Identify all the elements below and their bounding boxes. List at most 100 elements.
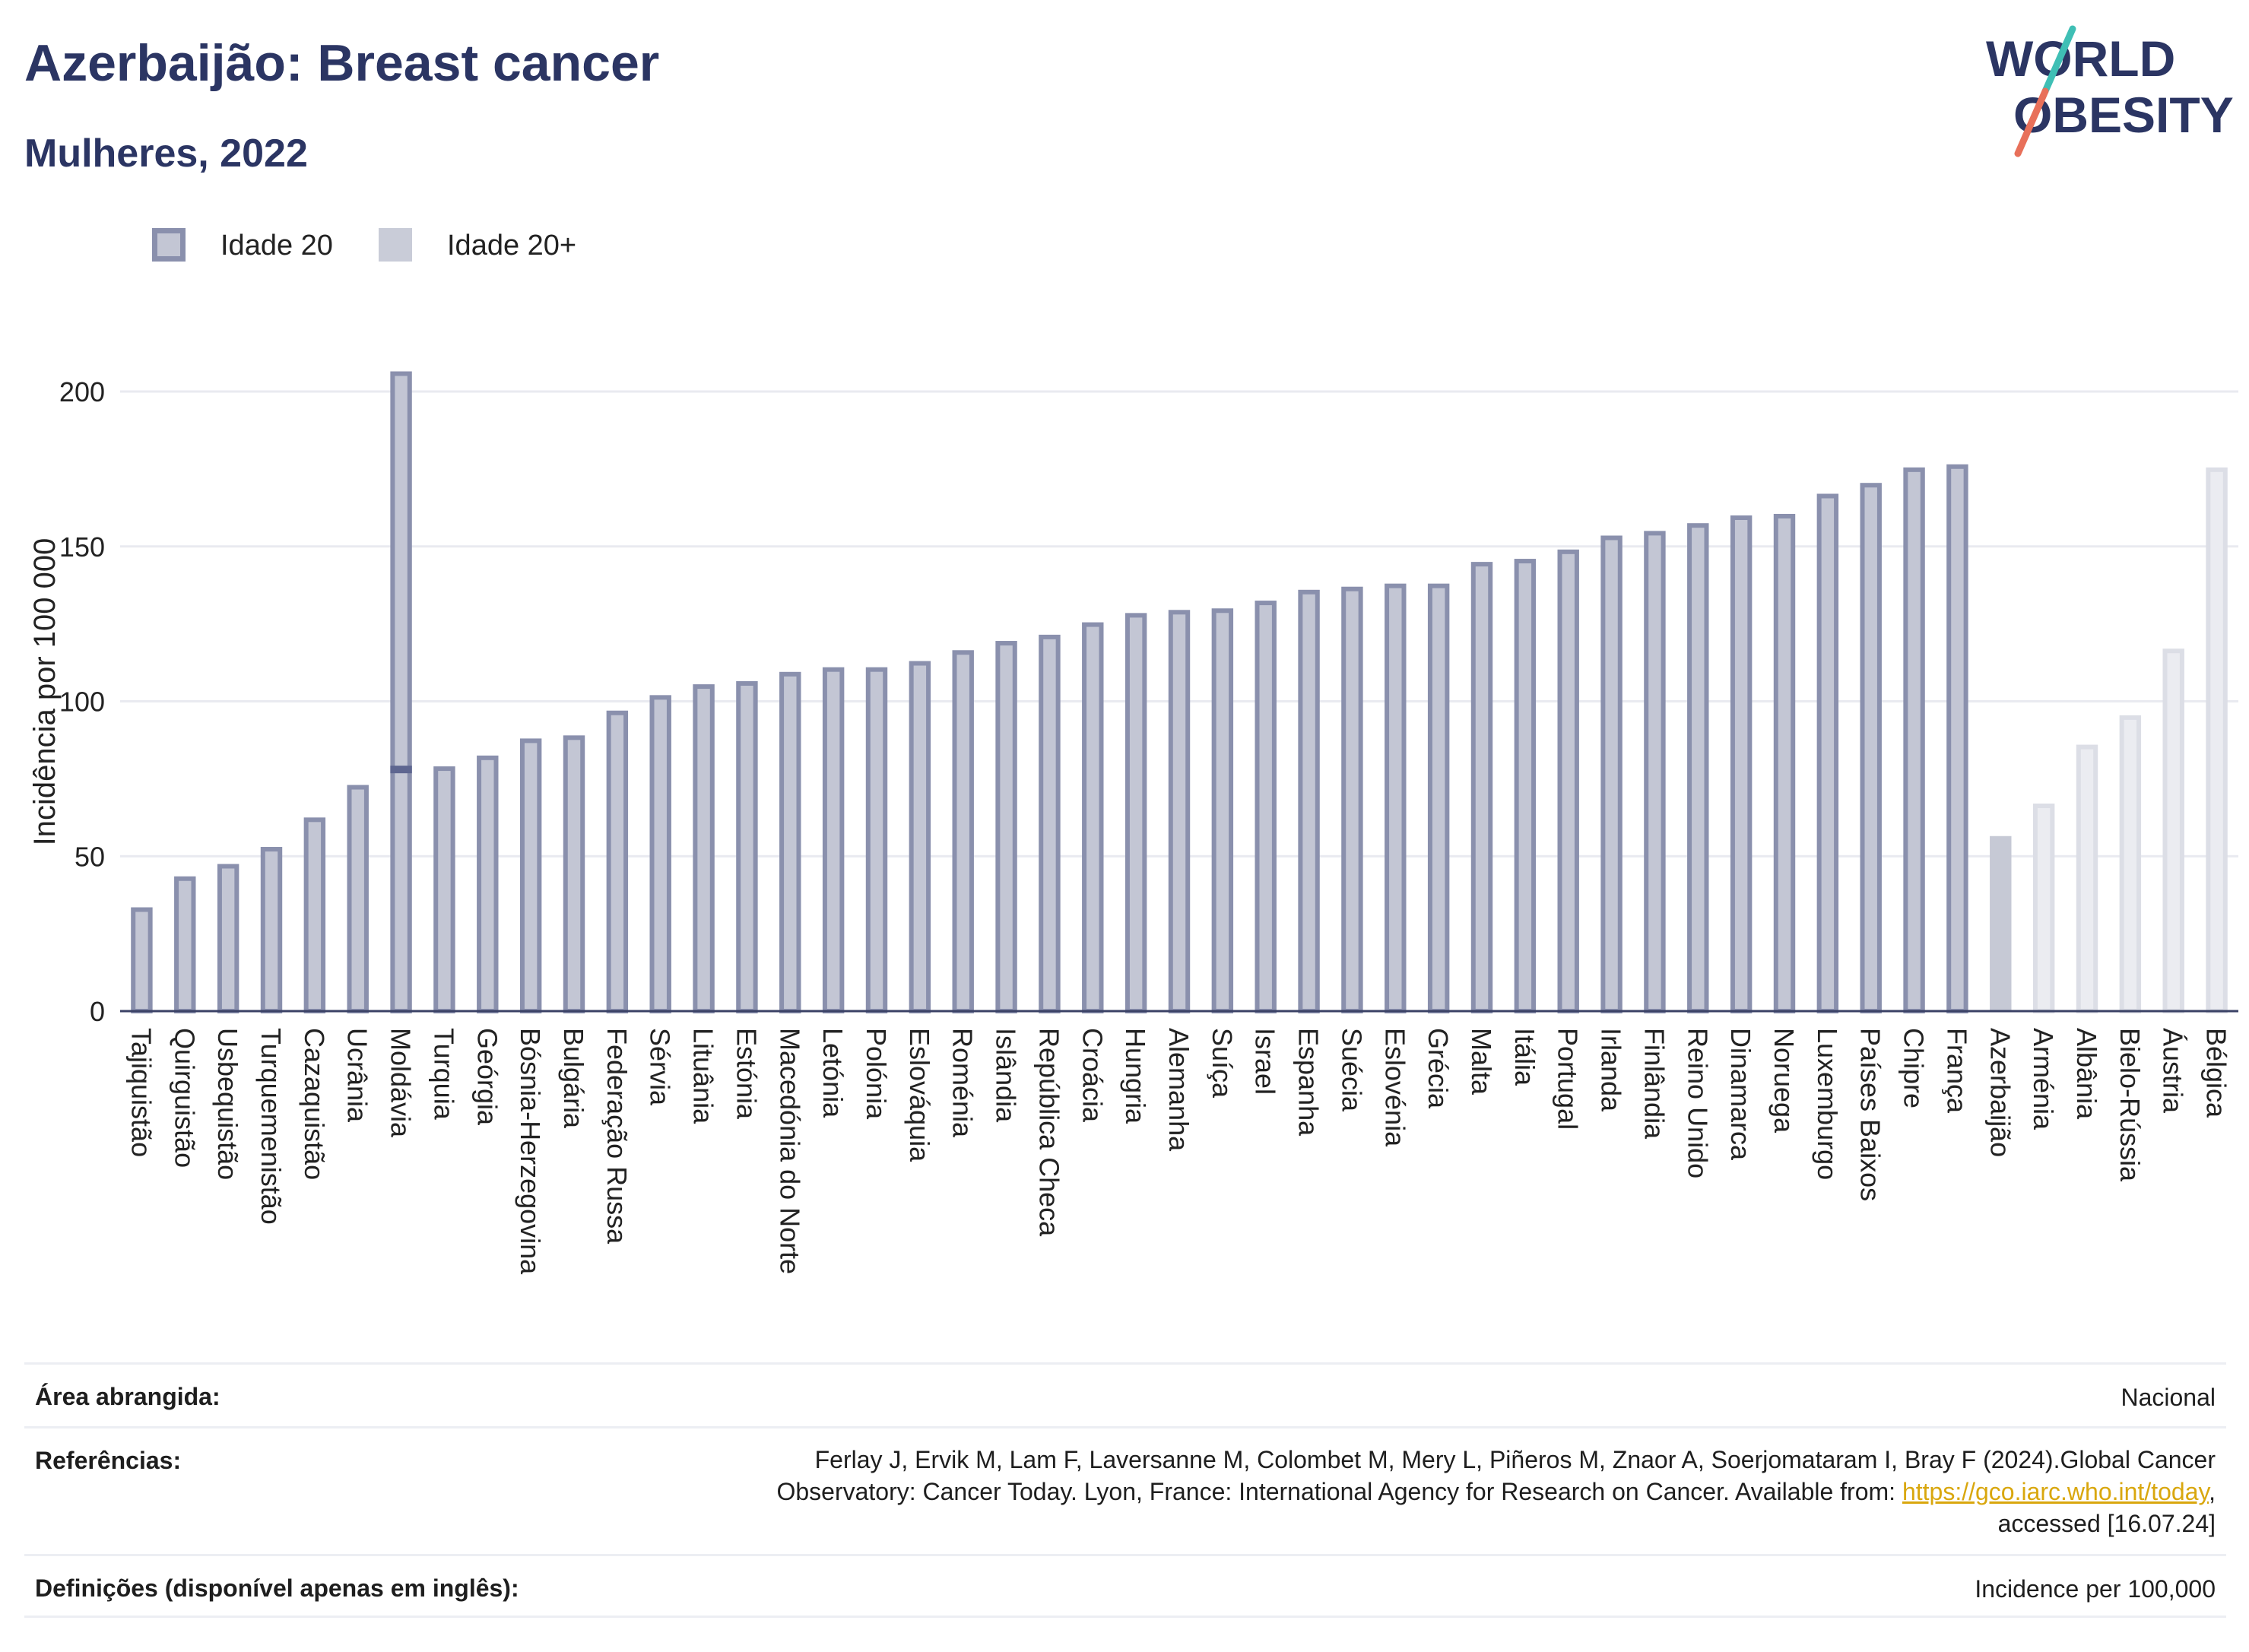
bar-7 <box>433 766 455 1013</box>
world-obesity-logo: WORLD OBESITY <box>1986 25 2234 157</box>
x-tick-label: Albânia <box>2071 1028 2102 1120</box>
x-tick-label: Eslováquia <box>904 1028 935 1162</box>
x-tick-label: República Checa <box>1033 1028 1064 1237</box>
marker-0 <box>390 766 412 774</box>
x-tick-label: Finlândia <box>1638 1028 1670 1140</box>
x-tick-label: Ucrânia <box>342 1028 373 1123</box>
x-tick-label: Espanha <box>1293 1028 1324 1137</box>
reference-line-2: Observatory: Cancer Today. Lyon, France:… <box>543 1476 2216 1508</box>
bar-33 <box>1557 549 1579 1013</box>
bar-19 <box>952 650 974 1013</box>
x-tick-label: Bósnia-Herzegovina <box>515 1028 546 1275</box>
x-tick-label: Bulgária <box>558 1028 589 1129</box>
legend-label: Idade 20 <box>220 230 333 262</box>
x-tick-label: Federação Russa <box>601 1028 633 1245</box>
bar-14 <box>736 681 758 1013</box>
logo-slash-coral <box>2014 87 2049 157</box>
bar-28 <box>1341 586 1363 1014</box>
x-tick-label: Luxemburgo <box>1812 1028 1843 1180</box>
x-tick-label: Itália <box>1509 1028 1540 1086</box>
x-tick-label: Países Baixos <box>1855 1028 1886 1201</box>
info-label: Referências: <box>35 1447 182 1474</box>
info-row-references: Referências: Ferlay J, Ervik M, Lam F, L… <box>24 1426 2226 1554</box>
x-tick-label: Suíça <box>1207 1028 1238 1099</box>
bar-21 <box>1039 634 1061 1013</box>
bar-44 <box>2032 803 2055 1013</box>
bar-45 <box>2076 744 2098 1013</box>
bar-0 <box>131 907 153 1013</box>
info-value: Nacional <box>2121 1384 2216 1411</box>
x-tick-label: Letónia <box>817 1028 849 1118</box>
y-tick-label: 100 <box>59 686 105 718</box>
info-table: Área abrangida: Nacional Referências: Fe… <box>24 1362 2226 1618</box>
x-tick-label: Turquemenistão <box>255 1028 287 1225</box>
bar-27 <box>1298 589 1320 1013</box>
bar-47 <box>2162 648 2184 1013</box>
bar-48 <box>2206 467 2228 1013</box>
bar-24 <box>1168 610 1191 1014</box>
y-tick-label: 50 <box>75 841 105 872</box>
bar-25 <box>1211 608 1234 1013</box>
bar-23 <box>1124 613 1147 1013</box>
x-tick-label: Usbequistão <box>212 1028 243 1180</box>
legend-swatch-solid <box>379 228 412 262</box>
page-subtitle: Mulheres, 2022 <box>24 132 308 176</box>
bar-1 <box>174 876 196 1013</box>
x-tick-label: Cazaquistão <box>299 1028 330 1180</box>
x-tick-label: França <box>1941 1028 1972 1114</box>
x-tick-label: Moldávia <box>385 1028 417 1138</box>
bar-4 <box>303 817 326 1013</box>
bar-40 <box>1860 483 1882 1013</box>
bar-30 <box>1427 583 1450 1013</box>
x-tick-label: Lituânia <box>688 1028 719 1124</box>
x-tick-label: Estónia <box>731 1028 762 1120</box>
x-tick-label: Eslovénia <box>1379 1028 1410 1147</box>
x-tick-label: Geórgia <box>471 1028 503 1126</box>
x-tick-label: Alemanha <box>1163 1028 1194 1152</box>
bar-41 <box>1903 467 1925 1013</box>
reference-line-3: accessed [16.07.24] <box>1997 1510 2216 1537</box>
logo-line2: OBESITY <box>2013 87 2234 143</box>
bar-20 <box>995 641 1017 1013</box>
info-value: Ferlay J, Ervik M, Lam F, Laversanne M, … <box>543 1444 2216 1539</box>
bar-26 <box>1255 601 1277 1013</box>
info-row-area: Área abrangida: Nacional <box>24 1362 2226 1426</box>
x-tick-label: Azerbaijão <box>1984 1028 2016 1157</box>
bar-9 <box>519 738 542 1014</box>
bar-32 <box>1514 559 1537 1013</box>
x-tick-label: Croácia <box>1077 1028 1108 1123</box>
x-tick-label: Dinamarca <box>1725 1028 1756 1161</box>
x-tick-label: Hungria <box>1120 1028 1151 1124</box>
bar-5 <box>347 785 369 1014</box>
reference-text: , <box>2209 1478 2216 1505</box>
bar-11 <box>606 710 629 1013</box>
x-tick-label: Sérvia <box>645 1028 676 1106</box>
y-tick-label: 200 <box>59 376 105 407</box>
x-tick-label: Islândia <box>991 1028 1022 1123</box>
bar-16 <box>822 667 845 1013</box>
x-tick-label: Portugal <box>1553 1028 1584 1130</box>
reference-text: Observatory: Cancer Today. Lyon, France:… <box>776 1478 1902 1505</box>
logo-line1: WORLD <box>1986 30 2175 87</box>
bar-15 <box>779 671 801 1013</box>
x-tick-label: Israel <box>1250 1028 1281 1095</box>
bar-12 <box>649 695 671 1013</box>
bar-31 <box>1470 562 1493 1013</box>
reference-link[interactable]: https://gco.iarc.who.int/today <box>1902 1478 2209 1505</box>
bar-6 <box>390 371 412 1013</box>
x-tick-label: Áustria <box>2158 1028 2189 1114</box>
x-tick-label: Quirguistão <box>169 1028 200 1168</box>
page-title: Azerbaijão: Breast cancer <box>24 34 660 92</box>
bar-43 <box>1990 836 2012 1011</box>
x-tick-label: Suécia <box>1336 1028 1367 1112</box>
bar-17 <box>865 667 888 1013</box>
logo-slash-teal <box>2041 25 2076 95</box>
x-tick-label: Bielo-Rússia <box>2114 1028 2146 1182</box>
bar-18 <box>909 661 931 1013</box>
bar-35 <box>1644 531 1666 1013</box>
legend-swatch-outlined <box>152 228 186 262</box>
x-tick-label: Macedónia do Norte <box>774 1028 805 1274</box>
x-tick-label: Bélgica <box>2201 1028 2232 1118</box>
y-tick-label: 0 <box>90 996 105 1027</box>
bar-34 <box>1600 535 1623 1013</box>
